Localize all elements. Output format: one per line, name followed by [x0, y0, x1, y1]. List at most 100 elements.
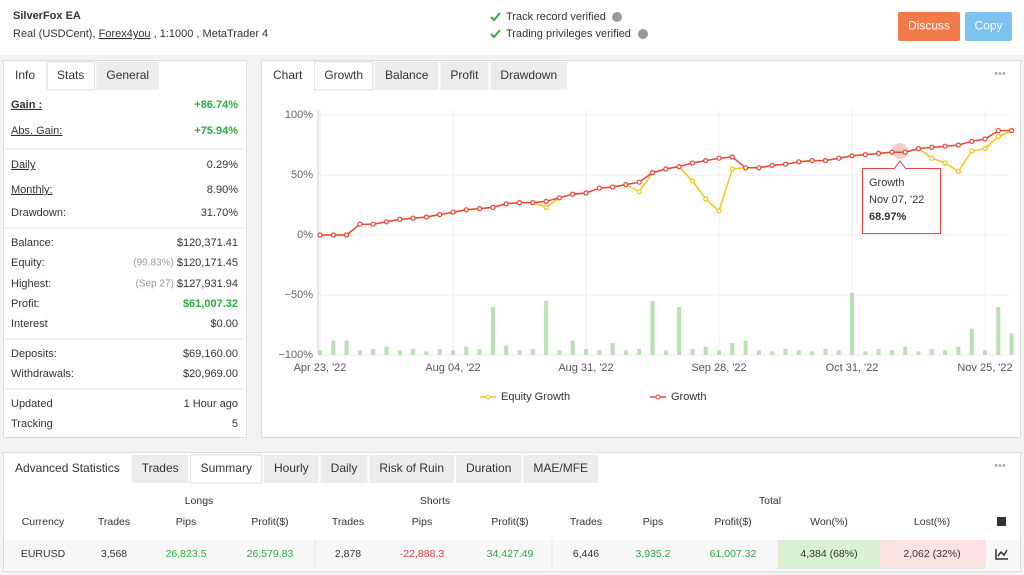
point [503, 201, 509, 207]
column-header: Profit($) [251, 516, 288, 528]
point [370, 221, 376, 227]
tab-label[interactable]: Profit [450, 68, 479, 82]
activity-bar [690, 349, 695, 355]
activity-bar [504, 345, 509, 355]
tab[interactable] [5, 455, 130, 483]
point [596, 185, 602, 191]
column-header: Trades [332, 516, 364, 528]
discuss-label[interactable]: Discuss [908, 19, 950, 33]
legend-label[interactable]: Growth [671, 391, 706, 403]
discuss-button[interactable] [898, 12, 960, 41]
check-icon [490, 29, 501, 39]
tab[interactable] [440, 62, 489, 90]
point [623, 182, 629, 188]
activity-bar [850, 292, 854, 355]
tab[interactable] [320, 455, 368, 483]
tab[interactable] [263, 62, 313, 90]
tooltip-series: Growth [869, 177, 904, 189]
stat-note: (99.83%) [133, 258, 174, 269]
stat-value: +86.74% [194, 99, 238, 111]
activity-bar [796, 350, 801, 355]
copy-button[interactable] [965, 12, 1012, 41]
point [915, 146, 922, 152]
menu-dots[interactable]: ••• [994, 68, 1006, 80]
activity-bar [770, 351, 775, 355]
legend-marker [655, 394, 661, 400]
tab[interactable] [5, 62, 46, 90]
stat-value: 0.29% [207, 159, 238, 171]
tab[interactable] [263, 455, 319, 483]
tab[interactable] [369, 455, 455, 483]
activity-bar [584, 349, 588, 355]
tooltip-value: 68.97% [869, 211, 907, 223]
point [663, 166, 669, 172]
point [689, 160, 696, 166]
tab-label[interactable]: Daily [331, 461, 358, 475]
point [556, 195, 563, 201]
point [929, 155, 935, 161]
x-tick-label: Oct 31, '22 [826, 362, 879, 374]
stat-label: Highest: [11, 278, 51, 290]
info-icon[interactable] [612, 12, 622, 22]
point [822, 158, 829, 164]
chart-icon[interactable] [995, 549, 1008, 560]
copy-icon[interactable] [997, 517, 1006, 526]
tab-label[interactable]: MAE/MFE [533, 461, 588, 475]
activity-bar [464, 346, 469, 355]
stat-label: Profit: [11, 298, 40, 310]
tab-label[interactable]: Balance [385, 68, 429, 82]
tab-label[interactable]: Summary [201, 461, 252, 475]
info-icon[interactable] [638, 29, 648, 39]
cell: 2,062 (32%) [903, 548, 960, 560]
tab-label[interactable]: Chart [273, 68, 303, 82]
tab-label[interactable]: Drawdown [500, 68, 557, 82]
cell: -22,888.3 [400, 548, 445, 560]
tab-label[interactable]: Stats [57, 68, 84, 82]
stat-label: Daily [11, 159, 36, 171]
point [344, 232, 350, 238]
tab[interactable] [313, 61, 374, 91]
point [969, 138, 975, 144]
stat-value: $69,160.00 [183, 348, 238, 360]
tab-label[interactable]: Info [15, 68, 35, 82]
copy-label[interactable]: Copy [974, 19, 1002, 33]
activity-bar [397, 350, 402, 355]
activity-bar [663, 350, 668, 355]
point [875, 150, 882, 156]
tab-label[interactable]: General [106, 68, 149, 82]
tooltip-arrow [893, 160, 907, 170]
point [450, 209, 456, 215]
column-header: Profit($) [491, 516, 528, 528]
menu-dots[interactable]: ••• [994, 460, 1006, 472]
tab[interactable] [190, 454, 263, 484]
stat-value: 31.70% [201, 207, 239, 219]
stat-label: Balance: [11, 237, 54, 249]
tab-label[interactable]: Hourly [274, 461, 309, 475]
tab[interactable] [490, 62, 568, 90]
tab[interactable] [46, 61, 95, 91]
tab-label[interactable]: Growth [324, 68, 363, 82]
tab[interactable] [131, 455, 189, 483]
tab-label[interactable]: Trades [142, 461, 179, 475]
tab[interactable] [523, 455, 599, 483]
activity-bar [823, 349, 828, 355]
tab-label[interactable]: Advanced Statistics [15, 461, 120, 475]
tab[interactable] [456, 455, 522, 483]
activity-bar [677, 307, 682, 355]
point [929, 144, 935, 150]
activity-bar [318, 350, 322, 355]
tab-label[interactable]: Duration [466, 461, 511, 475]
stat-label: Interest [11, 318, 48, 330]
tab[interactable] [375, 62, 439, 90]
broker-link[interactable]: Forex4you [99, 28, 151, 40]
stat-value: 1 Hour ago [184, 398, 238, 410]
tab-label[interactable]: Risk of Ruin [379, 461, 444, 475]
legend-label[interactable]: Equity Growth [501, 391, 570, 403]
activity-bar [610, 343, 615, 355]
point [583, 190, 589, 196]
tab[interactable] [96, 62, 160, 90]
activity-bar [544, 301, 549, 355]
y-tick-label: 100% [285, 109, 313, 121]
point [477, 206, 483, 212]
point [782, 161, 789, 167]
